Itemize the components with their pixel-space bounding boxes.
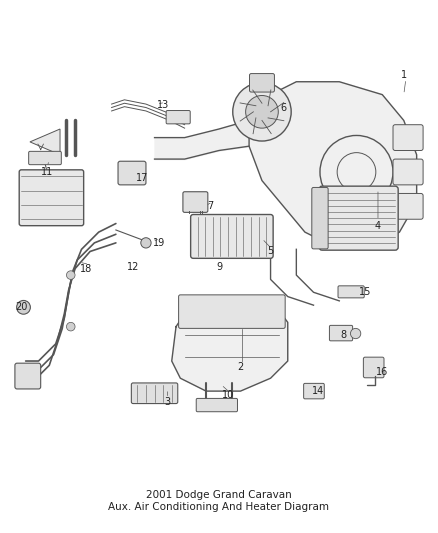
Circle shape — [67, 322, 75, 331]
FancyBboxPatch shape — [393, 125, 423, 150]
FancyBboxPatch shape — [338, 286, 364, 298]
FancyBboxPatch shape — [183, 192, 208, 212]
FancyBboxPatch shape — [179, 295, 285, 328]
Circle shape — [350, 328, 361, 338]
Text: 2001 Dodge Grand Caravan
Aux. Air Conditioning And Heater Diagram: 2001 Dodge Grand Caravan Aux. Air Condit… — [109, 490, 329, 512]
Circle shape — [17, 301, 30, 314]
Circle shape — [246, 95, 278, 128]
Polygon shape — [249, 82, 417, 249]
Circle shape — [67, 271, 75, 279]
Text: 1: 1 — [401, 70, 407, 80]
Text: 12: 12 — [127, 262, 139, 271]
FancyBboxPatch shape — [191, 214, 273, 259]
FancyBboxPatch shape — [319, 186, 398, 250]
Text: 6: 6 — [280, 102, 286, 112]
Text: 2: 2 — [237, 362, 244, 373]
Text: 16: 16 — [376, 367, 389, 377]
FancyBboxPatch shape — [304, 383, 324, 399]
FancyBboxPatch shape — [166, 110, 190, 124]
Text: 19: 19 — [153, 238, 165, 248]
Text: 9: 9 — [216, 262, 222, 271]
Circle shape — [233, 83, 291, 141]
Text: 5: 5 — [268, 246, 274, 256]
FancyBboxPatch shape — [131, 383, 178, 403]
Circle shape — [141, 238, 151, 248]
Text: 18: 18 — [80, 264, 92, 273]
FancyBboxPatch shape — [15, 363, 41, 389]
Text: 4: 4 — [375, 221, 381, 231]
Text: 8: 8 — [340, 330, 346, 340]
Text: 20: 20 — [15, 302, 28, 312]
FancyBboxPatch shape — [19, 170, 84, 225]
Polygon shape — [172, 296, 288, 391]
FancyBboxPatch shape — [393, 193, 423, 219]
Polygon shape — [30, 129, 60, 155]
FancyBboxPatch shape — [364, 357, 384, 378]
Text: 14: 14 — [312, 386, 324, 396]
FancyBboxPatch shape — [118, 161, 146, 185]
Text: 7: 7 — [207, 201, 214, 212]
FancyBboxPatch shape — [28, 151, 61, 165]
FancyBboxPatch shape — [250, 74, 275, 92]
FancyBboxPatch shape — [393, 159, 423, 185]
Text: 17: 17 — [135, 173, 148, 183]
Text: 13: 13 — [157, 100, 169, 110]
Text: 15: 15 — [359, 287, 371, 297]
FancyBboxPatch shape — [312, 188, 328, 249]
Text: 11: 11 — [41, 167, 53, 177]
FancyBboxPatch shape — [329, 325, 353, 341]
Text: 3: 3 — [164, 397, 170, 407]
Text: 10: 10 — [222, 390, 234, 400]
FancyBboxPatch shape — [196, 398, 237, 411]
